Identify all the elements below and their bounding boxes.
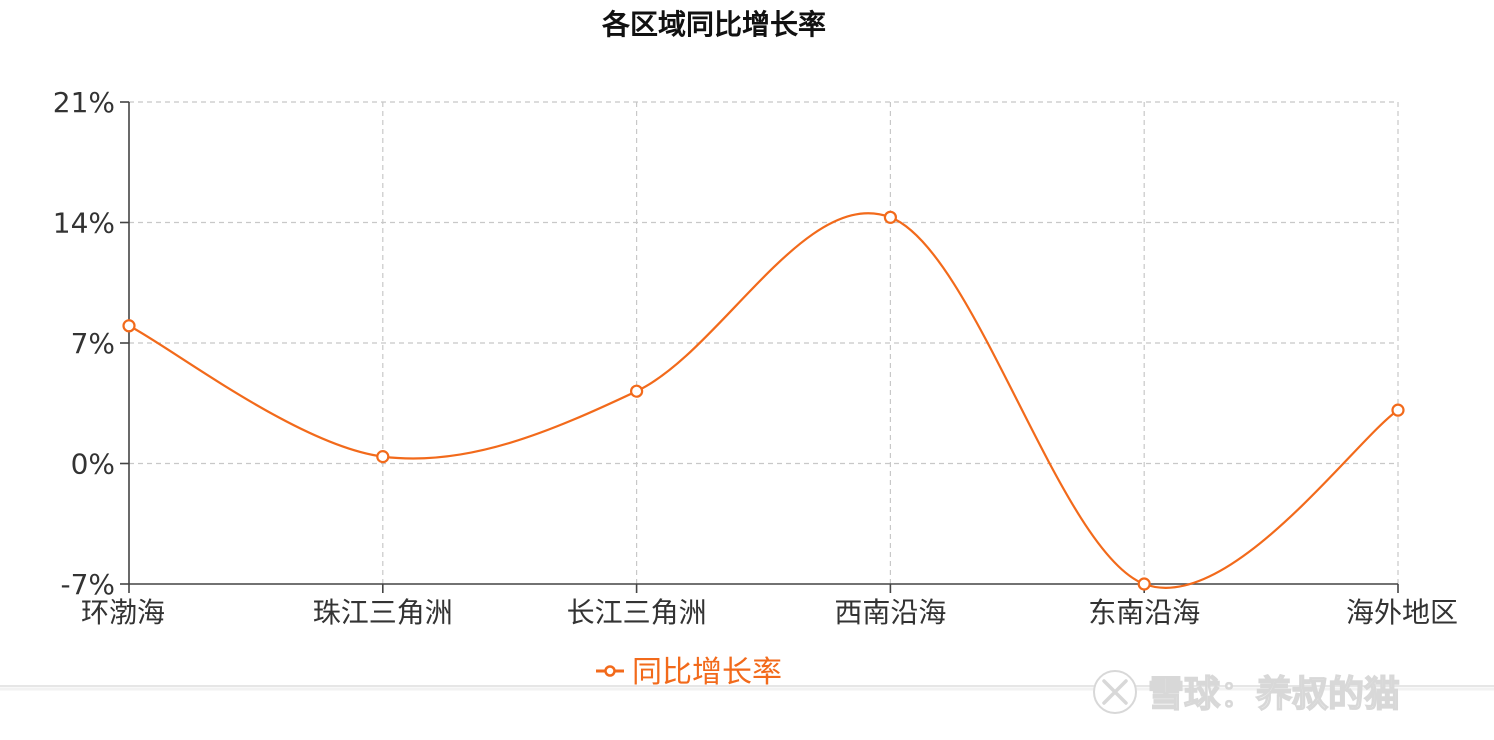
grid-layer	[129, 101, 1399, 584]
watermark: 雪球：养叔的猫	[1093, 670, 1401, 716]
y-tick-label: -7%	[60, 568, 115, 601]
series-layer	[122, 210, 1405, 591]
data-point[interactable]	[122, 319, 136, 333]
x-tick-label: 西南沿海	[834, 596, 946, 629]
y-tick-label: 0%	[71, 448, 115, 481]
chart-title: 各区域同比增长率	[601, 8, 826, 41]
y-tick-label: 21%	[53, 86, 115, 119]
x-tick-label: 海外地区	[1346, 596, 1458, 629]
legend-swatch-marker	[604, 665, 616, 677]
x-tick-label: 东南沿海	[1088, 596, 1200, 629]
data-point[interactable]	[376, 450, 390, 464]
x-tick-label: 环渤海	[81, 596, 165, 629]
data-point[interactable]	[1137, 577, 1151, 591]
y-tick-label: 7%	[71, 327, 115, 360]
legend-label: 同比增长率	[632, 655, 782, 690]
bottom-shade	[0, 686, 1494, 740]
x-tick-label: 长江三角洲	[567, 596, 707, 629]
xueqiu-logo-icon	[1093, 670, 1137, 714]
legend[interactable]: 同比增长率	[596, 655, 782, 690]
data-point[interactable]	[883, 210, 898, 224]
series-line	[128, 212, 1399, 589]
watermark-text: 雪球：养叔的猫	[1148, 673, 1400, 715]
y-tick-label: 14%	[53, 207, 115, 240]
data-point[interactable]	[1391, 403, 1405, 417]
x-ticks: 环渤海 珠江三角洲 长江三角洲 西南沿海 东南沿海 海外地区	[81, 584, 1458, 629]
x-tick-label: 珠江三角洲	[313, 596, 453, 629]
data-point[interactable]	[629, 384, 644, 398]
y-ticks: 21% 14% 7% 0% -7%	[53, 86, 129, 601]
